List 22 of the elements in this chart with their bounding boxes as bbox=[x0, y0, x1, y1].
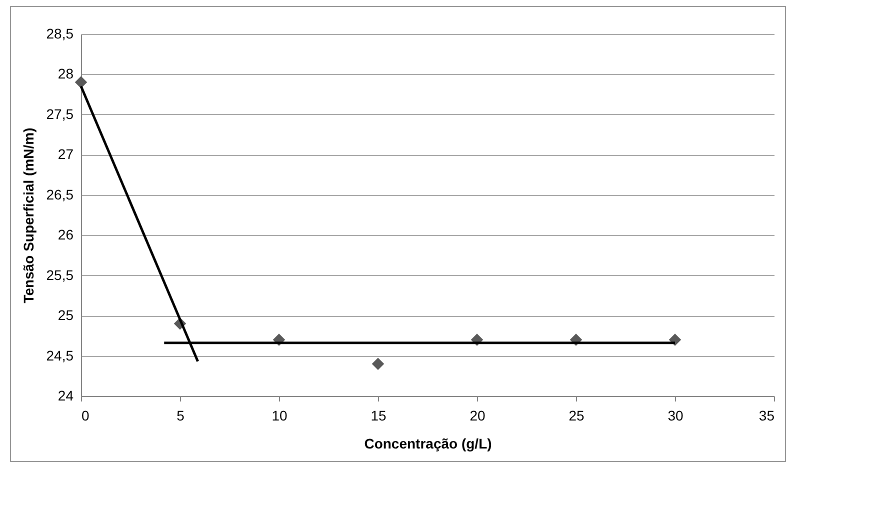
y-tick-label: 24,5 bbox=[46, 347, 74, 364]
y-tick-label: 25 bbox=[58, 307, 74, 324]
y-tick-label: 24 bbox=[58, 388, 74, 404]
y-tick-label: 27 bbox=[58, 146, 74, 162]
y-tick-label: 26,5 bbox=[46, 186, 74, 202]
y-tick-label: 27,5 bbox=[46, 106, 74, 122]
point bbox=[74, 76, 88, 88]
x-tick-label: 15 bbox=[370, 408, 386, 424]
y-tick-label: 26 bbox=[58, 226, 74, 243]
x-axis-title: Concentração (g/L) bbox=[364, 436, 492, 452]
x-tick-label: 20 bbox=[470, 408, 486, 424]
y-tick-label: 25,5 bbox=[46, 266, 74, 283]
x-tick-label: 35 bbox=[758, 408, 775, 424]
x-tick-label: 30 bbox=[668, 408, 684, 424]
y-axis-title: Tensão Superficial (mN/m) bbox=[20, 128, 36, 304]
x-tick-label: 0 bbox=[82, 408, 90, 424]
x-tick-label: 25 bbox=[568, 408, 584, 424]
y-tick-label: 28,5 bbox=[46, 26, 74, 42]
x-tick-label: 10 bbox=[272, 408, 288, 424]
x-tick-label: 5 bbox=[176, 408, 185, 424]
y-tick-label: 28 bbox=[58, 66, 74, 82]
point bbox=[372, 358, 384, 370]
